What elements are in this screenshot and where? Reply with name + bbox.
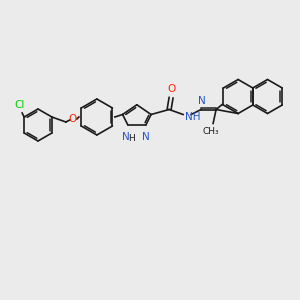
Text: N: N [142,132,150,142]
Text: CH₃: CH₃ [203,127,219,136]
Text: N: N [198,97,206,106]
Text: H: H [128,134,135,143]
Text: Cl: Cl [14,100,24,110]
Text: O: O [69,114,77,124]
Text: O: O [167,83,175,94]
Text: N: N [122,132,130,142]
Text: NH: NH [185,112,201,122]
